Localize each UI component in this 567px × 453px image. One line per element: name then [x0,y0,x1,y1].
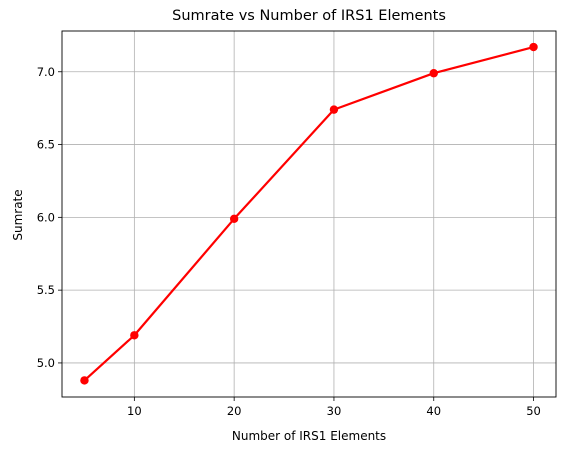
plot-border [61,30,557,398]
grid-lines [62,31,556,397]
data-point-4 [429,69,438,78]
data-point-2 [229,214,239,224]
data-point-0 [80,376,89,385]
data-point-3 [329,105,339,114]
chart-title: Sumrate vs Number of IRS1 Elements [172,8,446,24]
x-axis-label: Number of IRS1 Elements [232,429,386,443]
series-layer [80,42,538,385]
plot-frame [61,30,557,398]
x-tick-label-0: 10 [127,404,142,418]
y-tick-label-4: 7.0 [37,65,55,79]
x-tick-label-3: 40 [426,404,441,418]
y-tick-label-0: 5.0 [37,356,55,370]
y-tick-label-3: 6.5 [37,138,55,152]
x-axis-ticks: 10 20 30 40 50 [127,397,541,418]
y-tick-label-1: 5.5 [37,283,55,297]
y-tick-label-2: 6.0 [37,210,55,224]
y-axis-label: Sumrate [11,189,25,240]
x-tick-label-1: 20 [227,404,242,418]
data-point-5 [529,42,538,52]
data-point-1 [130,331,139,340]
x-tick-label-2: 30 [327,404,342,418]
x-tick-label-4: 50 [526,404,541,418]
series-line-0 [83,45,535,382]
y-axis-ticks: 5.0 5.5 6.0 6.5 7.0 [37,65,62,370]
